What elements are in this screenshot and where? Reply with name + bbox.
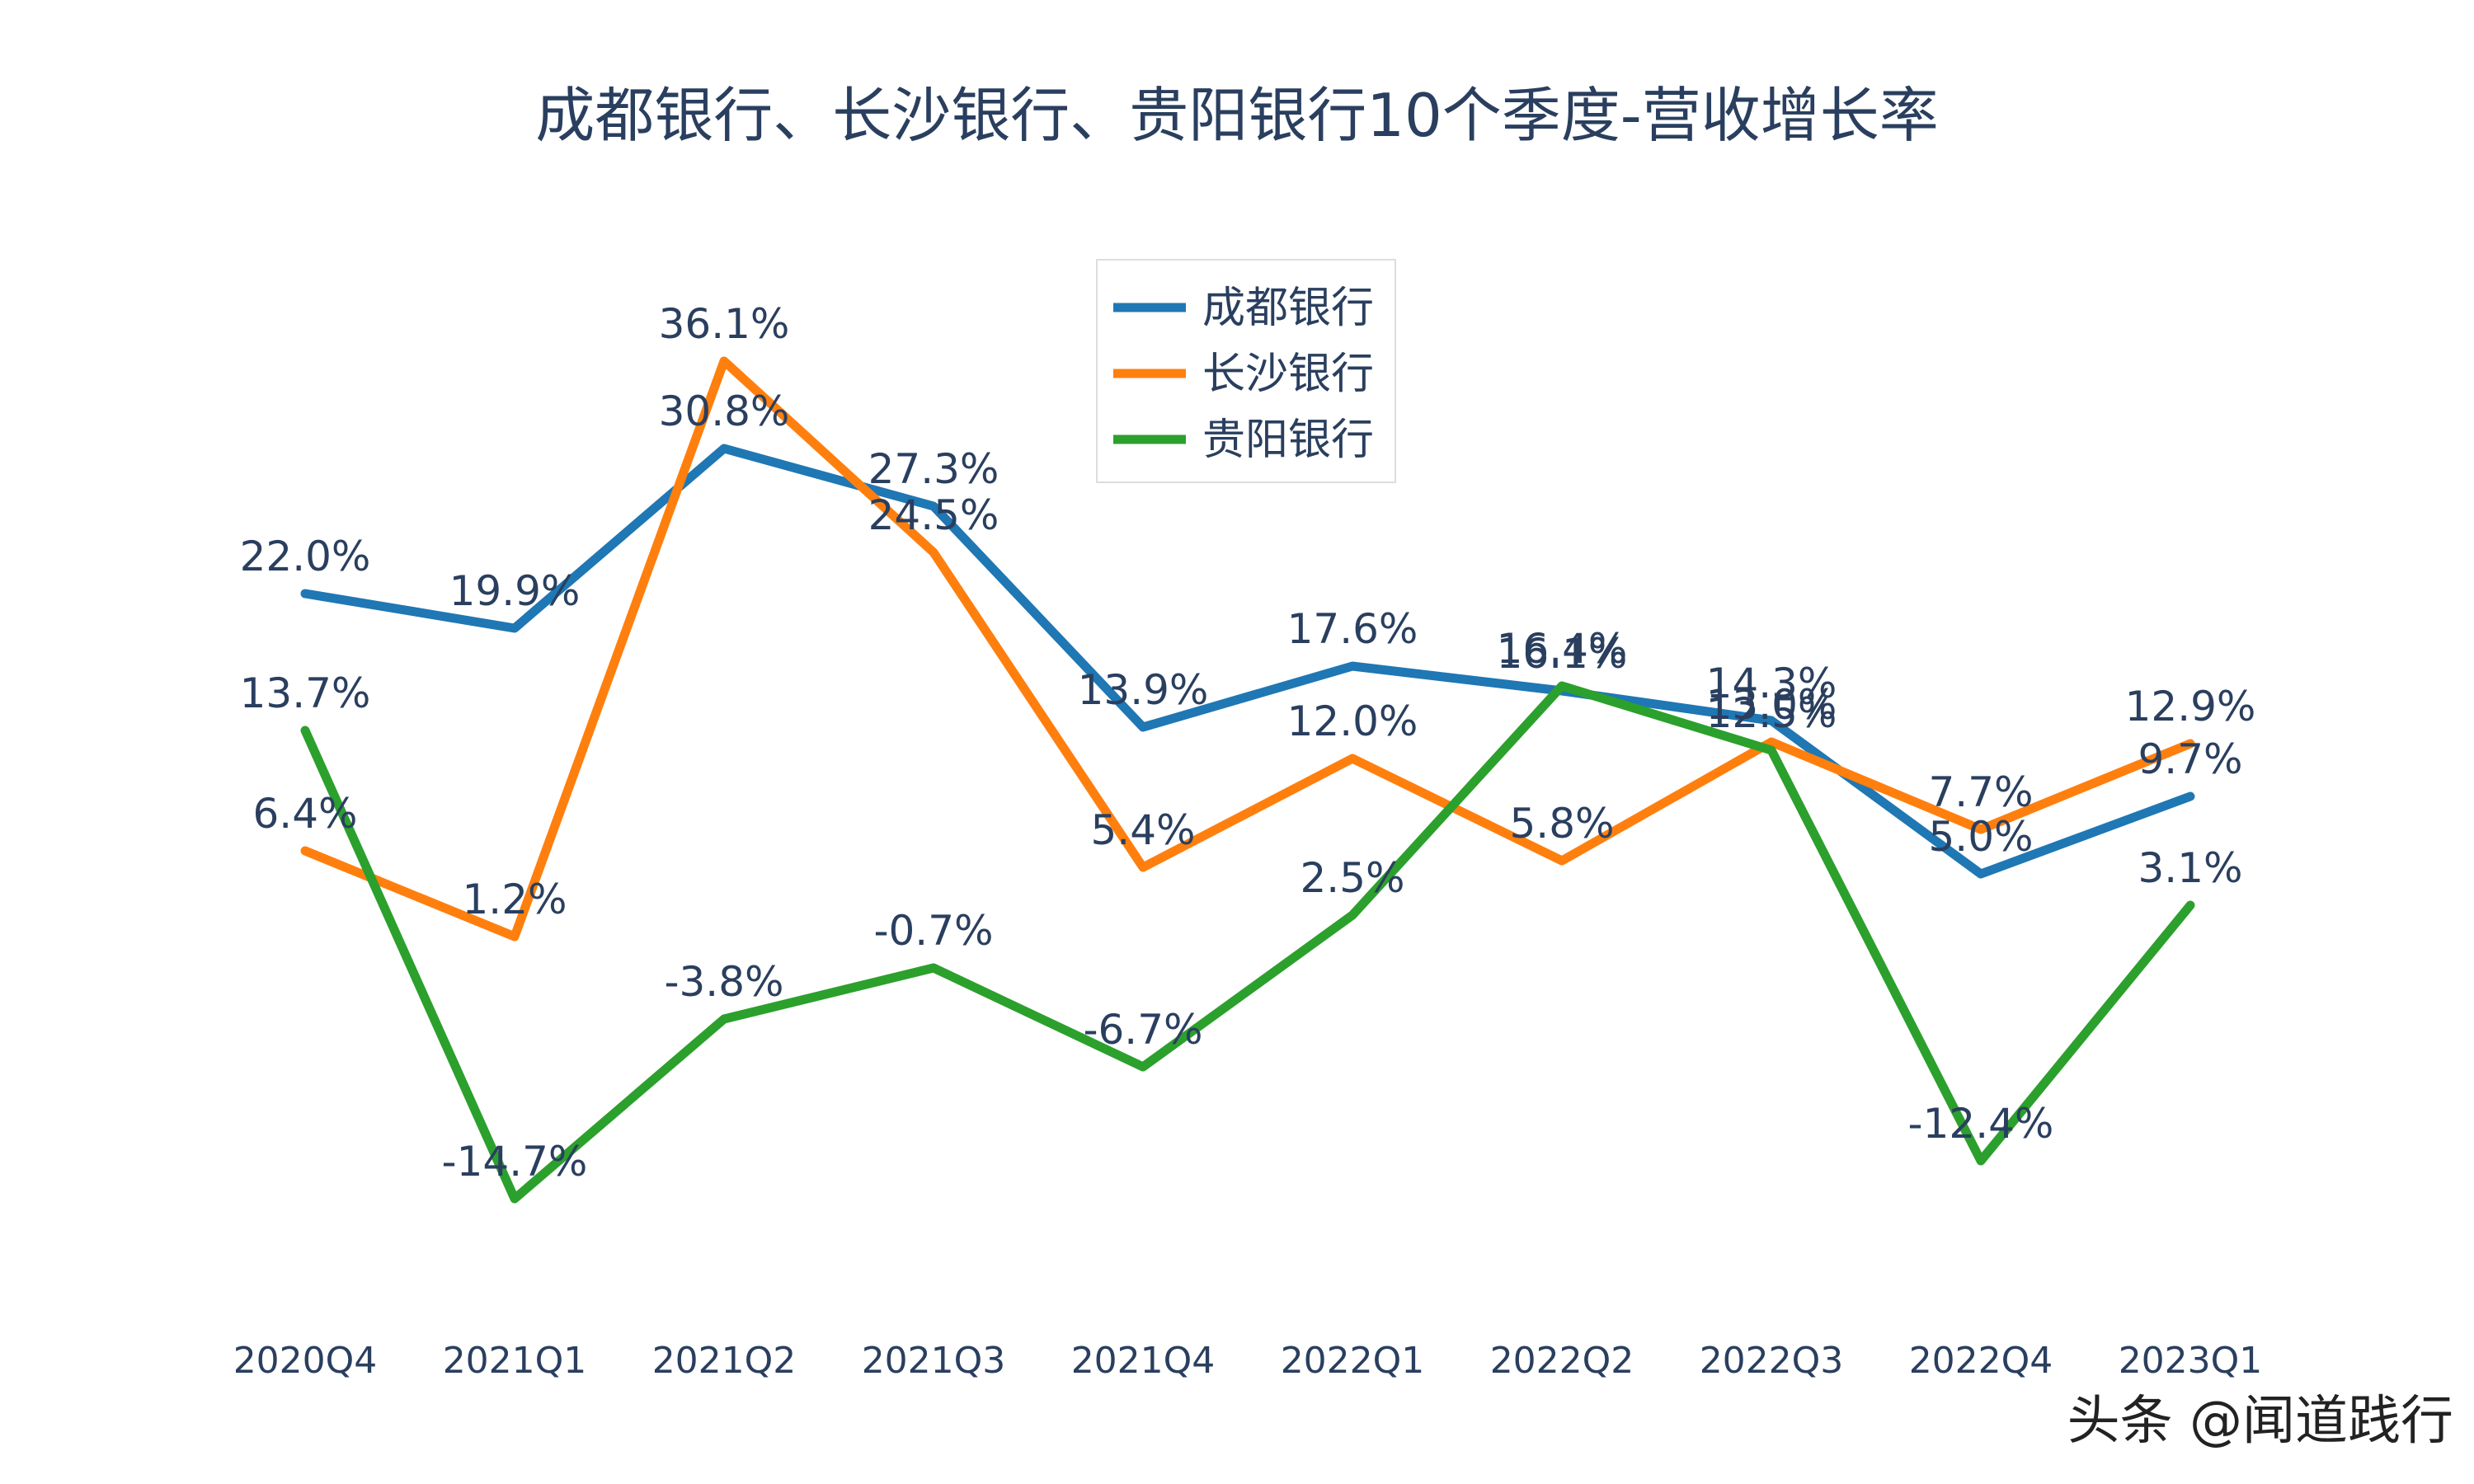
x-tick-label-8: 2022Q4 <box>1909 1340 2053 1382</box>
data-label-s0-1: 19.9% <box>449 567 581 615</box>
data-label-s2-9: 3.1% <box>2138 844 2242 892</box>
legend-label-1: 长沙银行 <box>1202 350 1374 399</box>
legend-label-2: 贵阳银行 <box>1202 416 1374 465</box>
x-tick-label-6: 2022Q2 <box>1490 1340 1634 1382</box>
data-label-s0-8: 5.0% <box>1928 813 2033 861</box>
lines-layer <box>300 356 2195 1204</box>
data-label-s0-9: 9.7% <box>2138 735 2242 783</box>
x-tick-label-3: 2021Q3 <box>862 1340 1006 1382</box>
chart-title: 成都银行、长沙银行、贵阳银行10个季度-营收增长率 <box>535 81 1939 150</box>
watermark-text: 头条 @闻道践行 <box>2067 1391 2453 1452</box>
x-tick-label-2: 2021Q2 <box>652 1340 797 1382</box>
x-axis: 2020Q4 2021Q1 2021Q2 2021Q3 2021Q4 2022Q1 2022… <box>233 1340 2263 1382</box>
data-label-s1-3: 24.5% <box>868 491 999 539</box>
data-label-s0-0: 22.0% <box>240 533 371 580</box>
x-tick-label-9: 2023Q1 <box>2119 1340 2263 1382</box>
data-label-s0-5: 17.6% <box>1287 605 1418 653</box>
data-label-s1-1: 1.2% <box>462 876 567 923</box>
data-label-s2-5: 2.5% <box>1300 854 1404 902</box>
data-label-s2-2: -3.8% <box>664 958 783 1006</box>
data-label-s1-9: 12.9% <box>2125 683 2256 730</box>
series-line-0 <box>300 444 2195 879</box>
data-label-s1-4: 5.4% <box>1090 806 1195 854</box>
legend-item-2[interactable]: 贵阳银行 <box>1113 416 1374 465</box>
data-label-s1-5: 12.0% <box>1287 697 1418 745</box>
x-tick-label-7: 2022Q3 <box>1700 1340 1844 1382</box>
x-tick-label-0: 2020Q4 <box>233 1340 378 1382</box>
data-label-s0-4: 13.9% <box>1078 666 1209 714</box>
data-label-s1-0: 6.4% <box>252 790 357 838</box>
data-labels-layer: 22.0% 19.9% 30.8% 27.3% 13.9% 17.6% 16.1% 14.3%… <box>240 300 2256 1186</box>
data-label-s1-2: 36.1% <box>659 300 790 348</box>
data-label-s0-6: 16.1% <box>1497 630 1628 678</box>
data-label-s2-3: -0.7% <box>873 907 993 955</box>
x-tick-label-4: 2021Q4 <box>1071 1340 1216 1382</box>
data-label-s2-8: -12.4% <box>1908 1100 2054 1148</box>
legend-item-1[interactable]: 长沙银行 <box>1113 350 1374 399</box>
data-label-s0-2: 30.8% <box>659 387 790 435</box>
data-label-s2-7: 12.5% <box>1706 689 1837 737</box>
data-label-s2-0: 13.7% <box>240 669 371 717</box>
data-label-s1-7: 13.0% <box>1706 681 1837 729</box>
data-label-s1-8: 7.7% <box>1928 768 2033 816</box>
series-line-2 <box>300 681 2195 1204</box>
data-label-s0-7: 14.3% <box>1706 660 1837 707</box>
data-label-s1-6: 5.8% <box>1509 800 1614 848</box>
x-tick-label-1: 2021Q1 <box>443 1340 587 1382</box>
x-tick-label-5: 2022Q1 <box>1281 1340 1425 1382</box>
data-label-s0-3: 27.3% <box>868 445 999 493</box>
data-label-s2-1: -14.7% <box>442 1138 588 1186</box>
series-line-1 <box>300 356 2195 942</box>
legend-label-0: 成都银行 <box>1202 284 1374 333</box>
data-label-s2-6: 16.4% <box>1497 625 1628 673</box>
data-label-s2-4: -6.7% <box>1083 1006 1202 1054</box>
legend-item-0[interactable]: 成都银行 <box>1113 284 1374 333</box>
